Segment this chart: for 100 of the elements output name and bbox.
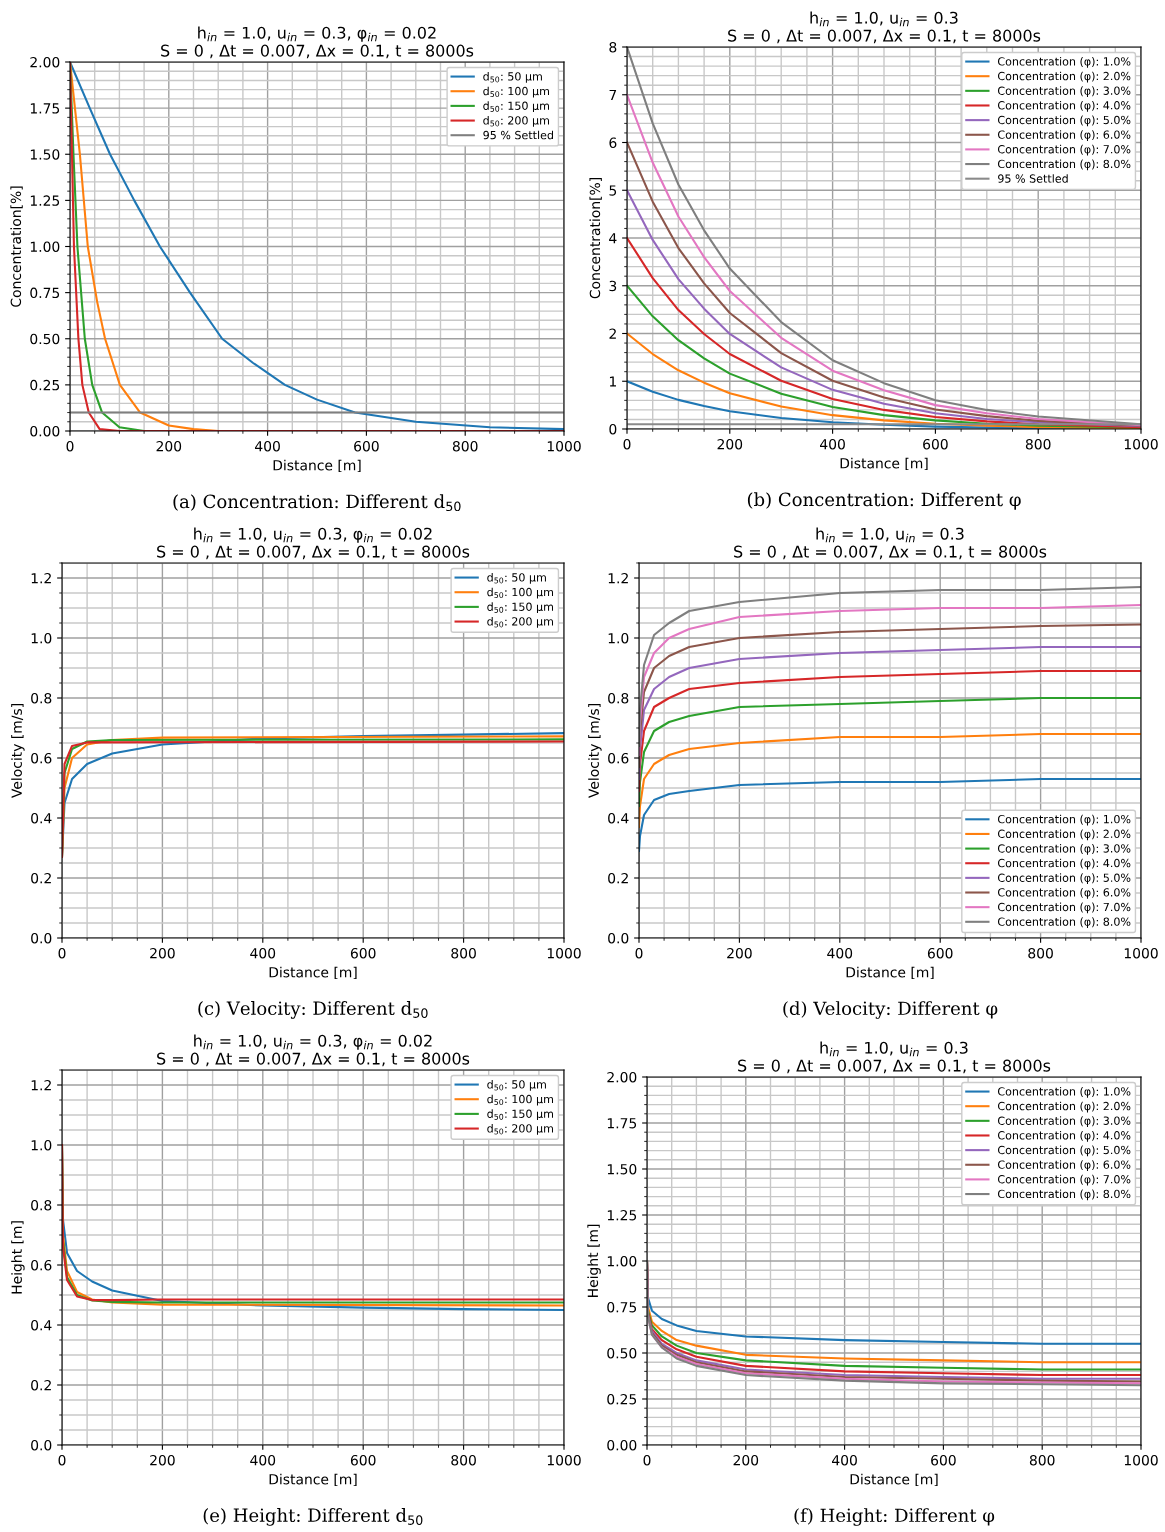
chart-subtitle: S = 0 , Δt = 0.007, Δx = 0.1, t = 8000s xyxy=(161,44,474,59)
x-tick-label: 600 xyxy=(354,440,379,452)
x-tick-label: 800 xyxy=(1028,947,1053,959)
chart-subtitle: S = 0 , Δt = 0.007, Δx = 0.1, t = 8000s xyxy=(728,29,1041,44)
chart-title: h$_{in}$ = 1.0, u$_{in}$ = 0.3 xyxy=(816,527,964,543)
legend-label: d$_{50}$: 100 μm xyxy=(487,587,553,599)
text: (c) Velocity: Different d$_{50}$ xyxy=(198,1001,428,1019)
chart-subtitle: S = 0 , Δt = 0.007, Δx = 0.1, t = 8000s xyxy=(157,1052,470,1067)
legend-label: Concentration (φ): 2.0% xyxy=(997,829,1131,841)
y-tick-label: 7 xyxy=(609,89,617,101)
text: (b) Concentration: Different φ xyxy=(747,492,1021,510)
y-tick-label: 2 xyxy=(609,328,616,339)
y-tick-label: 1.0 xyxy=(31,632,52,644)
y-tick-label: 0.6 xyxy=(31,1259,52,1271)
x-tick-label: 200 xyxy=(727,947,752,959)
y-tick-label: 2.00 xyxy=(30,56,60,68)
y-axis-title: Height [m] xyxy=(11,1221,25,1294)
y-tick-label: 8 xyxy=(609,41,617,53)
y-tick-label: 0.25 xyxy=(607,1393,637,1405)
y-axis-title: Velocity [m/s] xyxy=(11,704,25,798)
y-tick-label: 5 xyxy=(609,185,617,196)
x-axis-title: Distance [m] xyxy=(840,457,928,471)
y-tick-label: 0.2 xyxy=(608,872,628,884)
x-tick-label: 400 xyxy=(250,1454,276,1466)
x-tick-label: 800 xyxy=(451,1454,476,1466)
x-tick-label: 1000 xyxy=(547,947,581,959)
x-tick-label: 600 xyxy=(350,1454,376,1466)
y-tick-label: 1.2 xyxy=(608,572,628,584)
x-tick-label: 1000 xyxy=(1124,1454,1158,1466)
legend-label: d$_{50}$: 200 μm xyxy=(487,617,553,628)
x-tick-label: 0 xyxy=(66,440,74,452)
y-axis-title: Concentration[%] xyxy=(10,186,23,307)
x-tick-label: 0 xyxy=(643,1454,651,1466)
y-tick-label: 0.75 xyxy=(30,287,60,299)
legend-label: d$_{50}$: 100 μm xyxy=(487,1094,553,1106)
y-tick-label: 1.0 xyxy=(31,1139,52,1151)
y-tick-label: 0.50 xyxy=(30,333,60,345)
y-tick-label: 0.00 xyxy=(607,1439,637,1451)
y-tick-label: 1.50 xyxy=(30,149,60,160)
x-tick-label: 400 xyxy=(827,947,853,959)
text: (d) Velocity: Different φ xyxy=(783,1001,998,1019)
x-tick-label: 800 xyxy=(452,440,478,452)
x-tick-label: 200 xyxy=(150,947,175,959)
legend-label: d$_{50}$: 100 μm xyxy=(483,86,549,98)
y-tick-label: 0.8 xyxy=(608,692,629,704)
x-tick-label: 200 xyxy=(717,438,743,450)
y-tick-label: 1.25 xyxy=(607,1209,637,1221)
x-tick-label: 200 xyxy=(156,440,182,452)
legend-label: d$_{50}$: 150 μm xyxy=(483,101,549,113)
x-tick-label: 1000 xyxy=(547,440,581,452)
x-tick-label: 600 xyxy=(927,947,953,959)
x-tick-label: 400 xyxy=(250,947,276,959)
y-tick-label: 1.75 xyxy=(607,1118,637,1129)
y-tick-label: 0.8 xyxy=(31,1199,52,1211)
legend-label: d$_{50}$: 50 μm xyxy=(487,573,546,584)
legend-label: Concentration (φ): 5.0% xyxy=(997,115,1131,127)
text: (e) Height: Different d$_{50}$ xyxy=(203,1508,423,1526)
y-tick-label: 3 xyxy=(609,280,617,292)
legend-label: Concentration (φ): 2.0% xyxy=(997,1101,1131,1113)
legend-label: Concentration (φ): 4.0% xyxy=(997,858,1131,870)
y-tick-label: 1.25 xyxy=(30,195,60,206)
x-tick-label: 1000 xyxy=(547,1454,581,1466)
text: (a) Concentration: Different d$_{50}$ xyxy=(173,494,461,512)
chart-subtitle: S = 0 , Δt = 0.007, Δx = 0.1, t = 8000s xyxy=(738,1059,1051,1074)
y-tick-label: 1.00 xyxy=(30,241,60,252)
legend-label: d$_{50}$: 50 μm xyxy=(487,1080,546,1091)
y-tick-label: 0.4 xyxy=(31,1319,52,1331)
x-axis-title: Distance [m] xyxy=(269,1473,357,1487)
chart-subtitle: S = 0 , Δt = 0.007, Δx = 0.1, t = 8000s xyxy=(157,545,470,560)
x-tick-label: 600 xyxy=(931,1454,956,1466)
x-tick-label: 800 xyxy=(1025,438,1051,450)
legend-label: Concentration (φ): 6.0% xyxy=(997,887,1131,899)
chart-title: h$_{in}$ = 1.0, u$_{in}$ = 0.3, φ$_{in}$ = 0.02 xyxy=(194,527,432,543)
x-axis-title: Distance [m] xyxy=(850,1473,938,1487)
y-tick-label: 0.50 xyxy=(607,1347,637,1359)
y-tick-label: 0.0 xyxy=(608,932,629,944)
y-tick-label: 0.25 xyxy=(30,379,60,391)
y-tick-label: 0.2 xyxy=(31,1379,51,1391)
x-axis-title: Distance [m] xyxy=(269,966,357,980)
chart-title: h$_{in}$ = 1.0, u$_{in}$ = 0.3 xyxy=(820,1041,968,1057)
y-axis-title: Concentration[%] xyxy=(589,178,602,299)
x-tick-label: 800 xyxy=(1029,1454,1055,1466)
y-tick-label: 0.4 xyxy=(31,812,52,824)
y-tick-label: 0.75 xyxy=(607,1301,637,1313)
legend-label: Concentration (φ): 5.0% xyxy=(997,873,1131,885)
y-tick-label: 0 xyxy=(609,423,617,435)
legend-label: Concentration (φ): 8.0% xyxy=(997,159,1131,171)
x-tick-label: 1000 xyxy=(1124,947,1158,959)
legend-label: d$_{50}$: 50 μm xyxy=(483,72,542,83)
y-tick-label: 0.2 xyxy=(31,872,51,884)
legend-label: Concentration (φ): 8.0% xyxy=(997,917,1131,928)
y-tick-label: 1.00 xyxy=(607,1255,637,1267)
legend-label: Concentration (φ): 7.0% xyxy=(997,1174,1131,1186)
x-tick-label: 400 xyxy=(820,438,845,450)
chart-title: h$_{in}$ = 1.0, u$_{in}$ = 0.3, φ$_{in}$ = 0.02 xyxy=(194,1034,432,1050)
legend-label: Concentration (φ): 1.0% xyxy=(997,57,1131,68)
x-tick-label: 800 xyxy=(451,947,476,959)
y-tick-label: 0.6 xyxy=(608,752,629,764)
y-tick-label: 0.6 xyxy=(31,752,52,764)
legend-label: Concentration (φ): 4.0% xyxy=(997,100,1131,112)
